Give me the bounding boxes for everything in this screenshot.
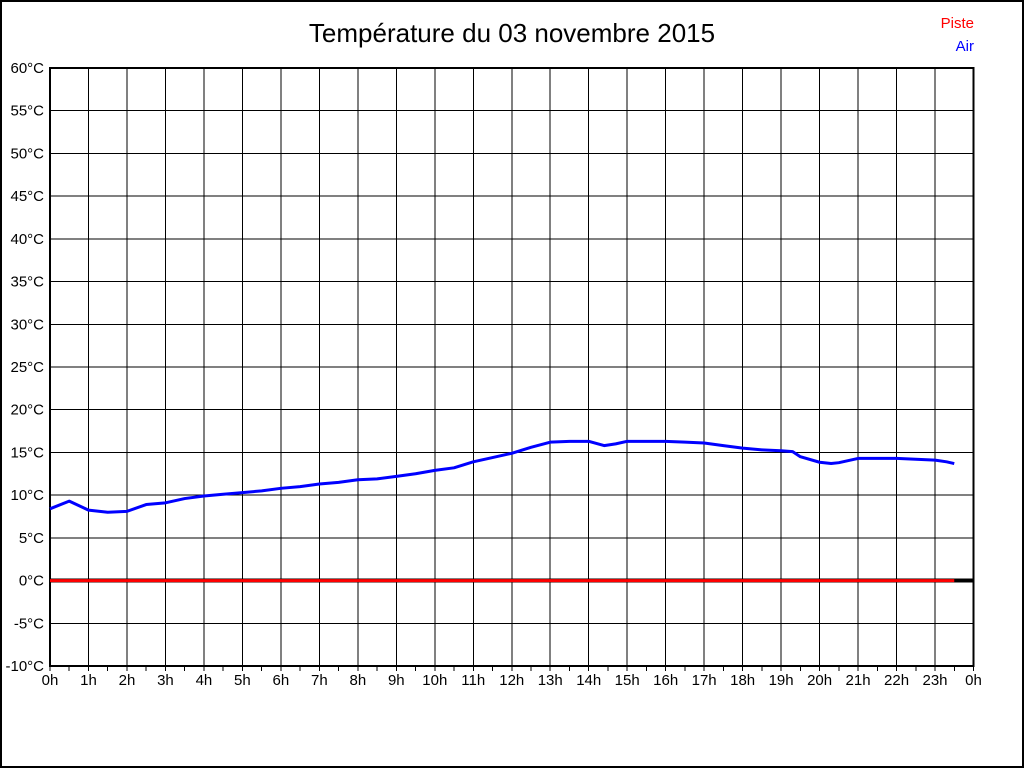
y-axis-tick-label: 10°C xyxy=(10,487,44,504)
x-axis-tick-label: 0h xyxy=(42,672,59,689)
x-axis-tick-label: 0h xyxy=(965,672,982,689)
x-axis-tick-label: 23h xyxy=(923,672,948,689)
legend-item-air: Air xyxy=(955,38,974,55)
x-axis-tick-label: 22h xyxy=(884,672,909,689)
y-axis-tick-label: -10°C xyxy=(5,658,44,675)
x-axis-tick-label: 3h xyxy=(157,672,174,689)
x-axis-tick-label: 6h xyxy=(273,672,290,689)
x-axis-tick-label: 18h xyxy=(730,672,755,689)
x-axis-tick-label: 4h xyxy=(196,672,213,689)
x-axis-tick-label: 20h xyxy=(807,672,832,689)
x-axis-tick-label: 11h xyxy=(461,672,485,689)
x-axis-tick-label: 7h xyxy=(311,672,328,689)
y-axis-tick-label: 5°C xyxy=(19,530,44,547)
x-axis-tick-label: 5h xyxy=(234,672,251,689)
x-axis-tick-label: 21h xyxy=(846,672,871,689)
x-axis-tick-label: 14h xyxy=(576,672,601,689)
x-axis-tick-label: 13h xyxy=(538,672,563,689)
x-axis-tick-label: 12h xyxy=(499,672,524,689)
y-axis-tick-label: 25°C xyxy=(10,359,44,376)
y-axis-tick-label: 20°C xyxy=(10,402,44,419)
y-axis-tick-label: 0°C xyxy=(19,573,44,590)
y-axis-tick-label: 50°C xyxy=(10,145,44,162)
x-axis-tick-label: 15h xyxy=(615,672,640,689)
x-axis-tick-label: 9h xyxy=(388,672,405,689)
x-axis-tick-label: 1h xyxy=(80,672,97,689)
y-axis-tick-label: 40°C xyxy=(10,231,44,248)
y-axis-tick-label: 15°C xyxy=(10,444,44,461)
y-axis-tick-label: 60°C xyxy=(10,60,44,77)
x-axis-tick-label: 19h xyxy=(769,672,794,689)
y-axis-tick-label: 35°C xyxy=(10,274,44,291)
y-axis-tick-label: 55°C xyxy=(10,103,44,120)
x-axis-tick-label: 16h xyxy=(653,672,678,689)
plot-border xyxy=(49,67,975,667)
legend: Piste Air xyxy=(941,12,974,58)
y-axis-tick-label: -5°C xyxy=(14,615,44,632)
legend-item-piste: Piste xyxy=(940,15,974,32)
chart-title: Température du 03 novembre 2015 xyxy=(308,18,716,48)
x-axis-tick-label: 2h xyxy=(119,672,136,689)
x-axis-tick-label: 10h xyxy=(422,672,447,689)
x-axis-tick-label: 17h xyxy=(692,672,717,689)
y-axis-tick-label: 30°C xyxy=(10,316,44,333)
x-axis-tick-label: 8h xyxy=(349,672,366,689)
series-line-air xyxy=(49,439,955,514)
y-axis-tick-label: 45°C xyxy=(10,188,44,205)
